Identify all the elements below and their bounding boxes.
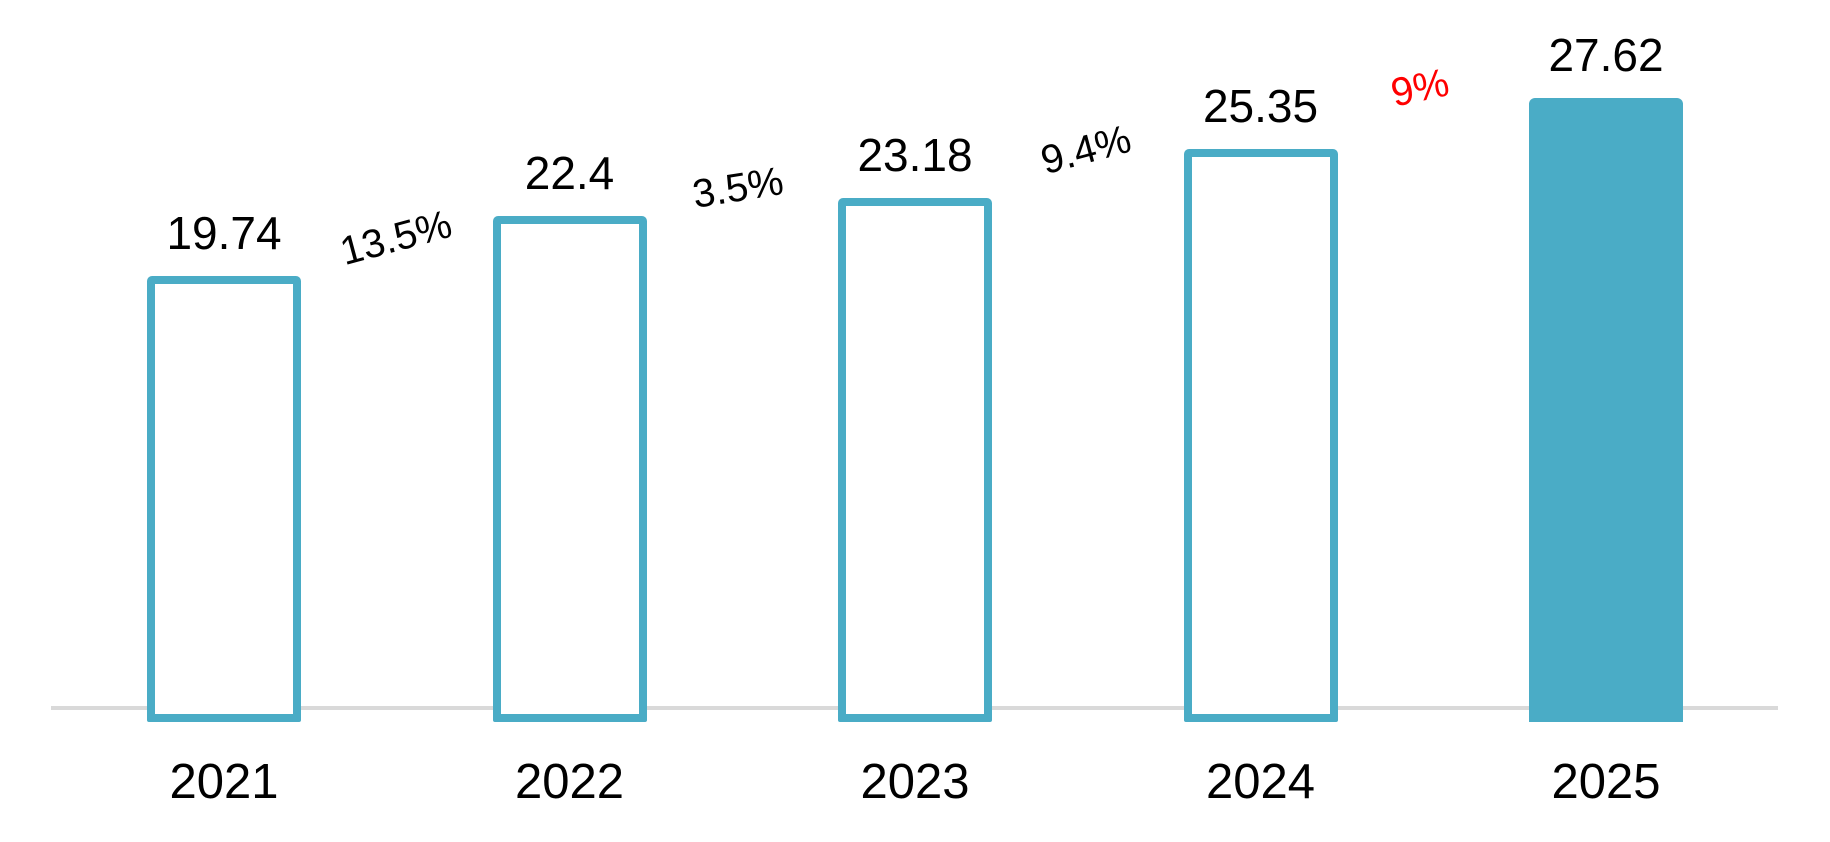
- category-label: 2021: [169, 755, 279, 809]
- value-label: 19.74: [166, 207, 282, 259]
- category-label: 2023: [860, 755, 970, 809]
- value-label: 23.18: [857, 129, 973, 181]
- bar-2024: [1183, 149, 1338, 722]
- bar-2023: [838, 198, 992, 722]
- value-label: 25.35: [1202, 80, 1319, 132]
- value-label: 27.62: [1548, 29, 1664, 81]
- category-label: 2024: [1205, 755, 1315, 809]
- value-label: 22.4: [524, 147, 615, 199]
- bar-2025: [1529, 98, 1683, 722]
- category-label: 2025: [1551, 755, 1661, 809]
- category-label: 2022: [514, 755, 624, 809]
- growth-label: 9%: [1387, 60, 1453, 116]
- bar-2021: [147, 276, 301, 722]
- bar-2022: [492, 216, 647, 722]
